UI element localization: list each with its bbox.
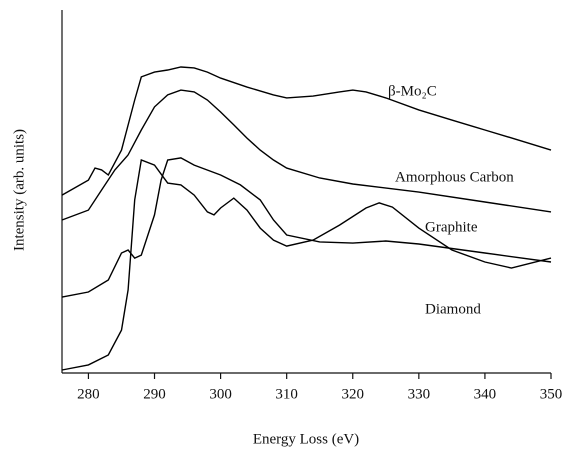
- x-tick-label: 340: [474, 386, 497, 402]
- x-tick-label: 280: [77, 386, 100, 402]
- x-tick-label: 330: [408, 386, 431, 402]
- series-line: [61, 66, 552, 196]
- x-tick-label: 310: [275, 386, 298, 402]
- series-label: Amorphous Carbon: [395, 169, 514, 185]
- x-tick-label: 300: [209, 386, 232, 402]
- series-line: [61, 89, 552, 221]
- y-axis-title: Intensity (arb. units): [11, 129, 27, 251]
- x-tick-label: 320: [342, 386, 365, 402]
- series-line: [61, 159, 552, 371]
- series-line: [61, 157, 552, 298]
- series-label: Diamond: [425, 301, 481, 317]
- series-label: Graphite: [425, 219, 478, 235]
- x-tick-label: 350: [540, 386, 563, 402]
- series-label: β-Mo₂C: [388, 83, 437, 99]
- x-tick-label: 290: [143, 386, 166, 402]
- x-axis-title: Energy Loss (eV): [253, 431, 359, 447]
